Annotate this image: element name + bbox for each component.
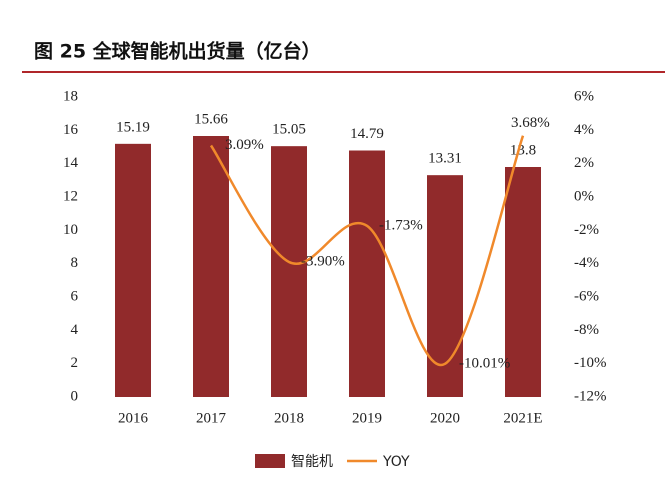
y-tick-label: 16: [63, 122, 79, 138]
y2-tick-label: -8%: [574, 322, 599, 338]
chart-title: 图 25 全球智能机出货量（亿台）: [34, 40, 321, 63]
y2-tick-label: 0%: [574, 188, 594, 204]
y-tick-label: 6: [71, 288, 79, 304]
bar: [193, 136, 229, 397]
y2-tick-label: -4%: [574, 255, 599, 271]
data-label: -3.90%: [301, 253, 345, 269]
y-tick-label: 18: [63, 88, 78, 104]
bar: [115, 143, 151, 397]
y2-tick-label: -10%: [574, 355, 607, 371]
y-tick-label: 2: [71, 355, 79, 371]
y-tick-label: 0: [71, 388, 79, 404]
legend-swatch: [255, 454, 285, 468]
y-tick-label: 4: [71, 322, 79, 338]
bar: [505, 167, 541, 397]
bar: [271, 146, 307, 397]
x-tick-label: 2018: [274, 410, 304, 426]
y2-tick-label: 4%: [574, 122, 594, 138]
data-label: 3.68%: [511, 115, 550, 131]
y2-tick-label: -2%: [574, 222, 599, 238]
y2-tick-label: -6%: [574, 288, 599, 304]
x-tick-label: 2016: [118, 410, 149, 426]
y-tick-label: 14: [63, 155, 79, 171]
data-label: 15.66: [194, 111, 228, 127]
data-label: -10.01%: [459, 355, 510, 371]
x-tick-label: 2019: [352, 410, 382, 426]
y-tick-label: 8: [71, 255, 79, 271]
y-tick-label: 12: [63, 188, 78, 204]
data-label: -1.73%: [379, 217, 423, 233]
y2-tick-label: 2%: [574, 155, 594, 171]
data-label: 15.19: [116, 119, 150, 135]
legend-label: 智能机: [291, 454, 333, 470]
y-tick-label: 10: [63, 222, 78, 238]
data-label: 13.31: [428, 151, 462, 167]
data-label: 13.8: [510, 142, 536, 158]
legend-label: YOY: [382, 454, 410, 470]
y2-tick-label: 6%: [574, 88, 594, 104]
bar: [349, 150, 385, 397]
x-tick-label: 2020: [430, 410, 460, 426]
data-label: 15.05: [272, 122, 306, 138]
data-label: 3.09%: [225, 137, 264, 153]
y2-tick-label: -12%: [574, 388, 607, 404]
data-label: 14.79: [350, 126, 384, 142]
x-tick-label: 2017: [196, 410, 227, 426]
x-tick-label: 2021E: [503, 410, 542, 426]
line: [209, 135, 525, 367]
